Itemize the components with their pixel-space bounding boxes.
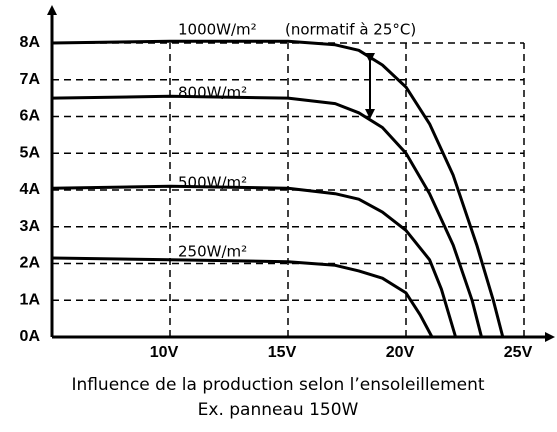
y-tick-label: 4A: [20, 181, 41, 198]
annotation: (normatif à 25°C): [285, 21, 416, 39]
y-tick-label: 7A: [20, 71, 41, 88]
y-tick-label: 5A: [20, 144, 41, 161]
curve: [51, 184, 458, 338]
x-tick-label: 15V: [268, 344, 297, 361]
y-tick-label: 3A: [20, 218, 41, 235]
x-tick-label: 20V: [386, 344, 415, 361]
y-tick-label: 0A: [20, 328, 41, 345]
series-label: 500W/m²: [178, 174, 247, 192]
y-tick-label: 8A: [20, 34, 41, 51]
series-label: 250W/m²: [178, 243, 247, 261]
curve: [51, 94, 483, 338]
series-label: 800W/m²: [178, 84, 247, 102]
series-label: 1000W/m²: [178, 21, 257, 39]
curve: [51, 39, 505, 338]
caption: Influence de la production selon l’ensol…: [71, 375, 484, 395]
x-tick-label: 10V: [150, 344, 179, 361]
y-tick-label: 1A: [20, 291, 41, 308]
y-tick-label: 2A: [20, 255, 41, 272]
caption: Ex. panneau 150W: [198, 400, 359, 420]
x-tick-label: 25V: [504, 344, 533, 361]
y-tick-label: 6A: [20, 108, 41, 125]
curve: [51, 256, 434, 338]
